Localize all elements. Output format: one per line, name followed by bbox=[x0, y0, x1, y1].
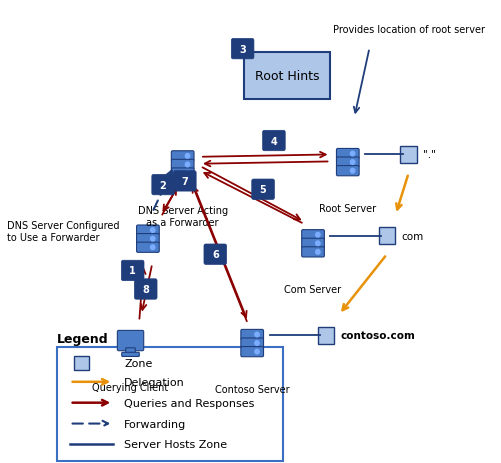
Circle shape bbox=[151, 228, 155, 233]
Text: contoso.com: contoso.com bbox=[341, 331, 416, 341]
FancyBboxPatch shape bbox=[152, 175, 174, 195]
FancyBboxPatch shape bbox=[241, 338, 264, 348]
Circle shape bbox=[255, 350, 259, 354]
Text: Provides location of root server: Provides location of root server bbox=[333, 25, 484, 35]
Circle shape bbox=[350, 161, 355, 165]
Circle shape bbox=[316, 250, 320, 255]
Circle shape bbox=[151, 245, 155, 250]
Circle shape bbox=[185, 171, 190, 176]
Text: Queries and Responses: Queries and Responses bbox=[124, 398, 255, 408]
Text: 5: 5 bbox=[260, 185, 267, 195]
Text: Querying Client: Querying Client bbox=[92, 382, 169, 392]
Text: Contoso Server: Contoso Server bbox=[215, 384, 290, 394]
Circle shape bbox=[185, 154, 190, 159]
FancyBboxPatch shape bbox=[231, 39, 254, 60]
Circle shape bbox=[350, 169, 355, 174]
FancyBboxPatch shape bbox=[134, 279, 157, 300]
FancyBboxPatch shape bbox=[337, 158, 359, 168]
FancyBboxPatch shape bbox=[171, 160, 194, 170]
FancyBboxPatch shape bbox=[241, 330, 264, 340]
FancyBboxPatch shape bbox=[171, 169, 194, 179]
Text: Legend: Legend bbox=[57, 332, 108, 345]
Text: Root Hints: Root Hints bbox=[255, 70, 319, 83]
Text: DNS Server Configured
to Use a Forwarder: DNS Server Configured to Use a Forwarder bbox=[7, 221, 120, 242]
Text: Root Server: Root Server bbox=[319, 204, 376, 214]
FancyBboxPatch shape bbox=[337, 166, 359, 176]
Text: 8: 8 bbox=[142, 284, 149, 294]
FancyBboxPatch shape bbox=[263, 131, 285, 151]
Text: ".": "." bbox=[423, 150, 436, 160]
FancyBboxPatch shape bbox=[74, 357, 89, 370]
Text: 4: 4 bbox=[271, 136, 277, 146]
Circle shape bbox=[151, 237, 155, 242]
Circle shape bbox=[316, 233, 320, 238]
FancyBboxPatch shape bbox=[173, 171, 196, 192]
FancyBboxPatch shape bbox=[204, 244, 226, 265]
FancyBboxPatch shape bbox=[252, 180, 275, 200]
Circle shape bbox=[255, 341, 259, 346]
Text: Com Server: Com Server bbox=[285, 285, 342, 295]
Text: 6: 6 bbox=[212, 250, 218, 260]
Text: 3: 3 bbox=[239, 44, 246, 55]
Text: Forwarding: Forwarding bbox=[124, 419, 186, 429]
FancyBboxPatch shape bbox=[117, 331, 144, 351]
Text: com: com bbox=[402, 231, 424, 241]
FancyBboxPatch shape bbox=[318, 327, 334, 344]
FancyBboxPatch shape bbox=[379, 227, 395, 245]
FancyBboxPatch shape bbox=[122, 352, 139, 357]
Text: Server Hosts Zone: Server Hosts Zone bbox=[124, 439, 227, 450]
Text: 2: 2 bbox=[160, 180, 166, 190]
FancyBboxPatch shape bbox=[137, 234, 159, 244]
FancyBboxPatch shape bbox=[57, 347, 283, 461]
Text: 1: 1 bbox=[129, 266, 136, 276]
FancyBboxPatch shape bbox=[126, 348, 135, 356]
FancyBboxPatch shape bbox=[137, 243, 159, 253]
Circle shape bbox=[185, 163, 190, 168]
FancyBboxPatch shape bbox=[137, 225, 159, 236]
FancyBboxPatch shape bbox=[400, 146, 417, 164]
FancyBboxPatch shape bbox=[302, 247, 324, 257]
FancyBboxPatch shape bbox=[121, 261, 144, 281]
Text: Zone: Zone bbox=[124, 358, 152, 369]
FancyBboxPatch shape bbox=[302, 239, 324, 249]
FancyBboxPatch shape bbox=[171, 151, 194, 162]
FancyBboxPatch shape bbox=[337, 149, 359, 159]
FancyBboxPatch shape bbox=[243, 53, 331, 100]
FancyBboxPatch shape bbox=[302, 230, 324, 240]
Text: Delegation: Delegation bbox=[124, 377, 185, 387]
Text: DNS Server Acting
as a Forwarder: DNS Server Acting as a Forwarder bbox=[138, 206, 228, 228]
FancyBboxPatch shape bbox=[241, 347, 264, 357]
Circle shape bbox=[350, 152, 355, 156]
Circle shape bbox=[255, 332, 259, 337]
Text: 7: 7 bbox=[181, 176, 188, 187]
Circle shape bbox=[316, 242, 320, 246]
